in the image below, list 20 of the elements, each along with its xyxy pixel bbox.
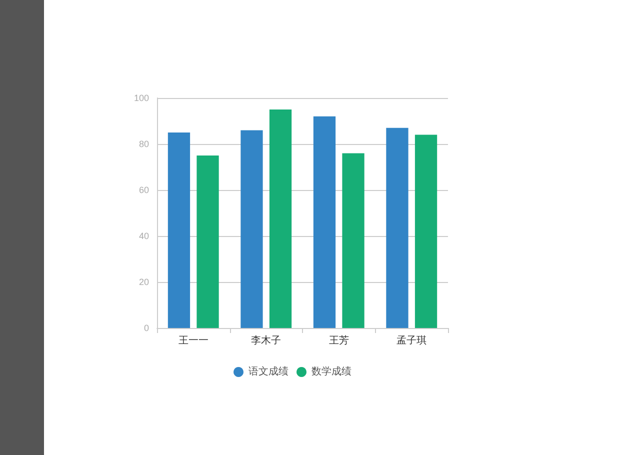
x-tick-label: 王芳: [328, 334, 349, 346]
bar: [196, 156, 219, 328]
y-tick-label: 100: [134, 93, 149, 103]
bar: [168, 132, 190, 328]
bar: [386, 128, 408, 328]
y-tick-label: 0: [144, 323, 149, 333]
legend-label: 数学成绩: [312, 366, 352, 378]
bar: [313, 116, 336, 328]
bar: [414, 134, 438, 328]
y-tick-label: 60: [138, 185, 149, 195]
bar: [240, 130, 263, 328]
y-tick-label: 40: [138, 231, 149, 241]
y-tick-label: 80: [138, 139, 149, 149]
bar: [342, 153, 364, 328]
x-tick-label: 孟子琪: [396, 334, 427, 346]
bar: [269, 110, 292, 328]
legend-label: 语文成绩: [248, 366, 288, 378]
x-tick-label: 王一一: [178, 336, 208, 346]
x-tick-label: 李木子: [251, 334, 282, 346]
y-tick-label: 20: [138, 277, 149, 287]
